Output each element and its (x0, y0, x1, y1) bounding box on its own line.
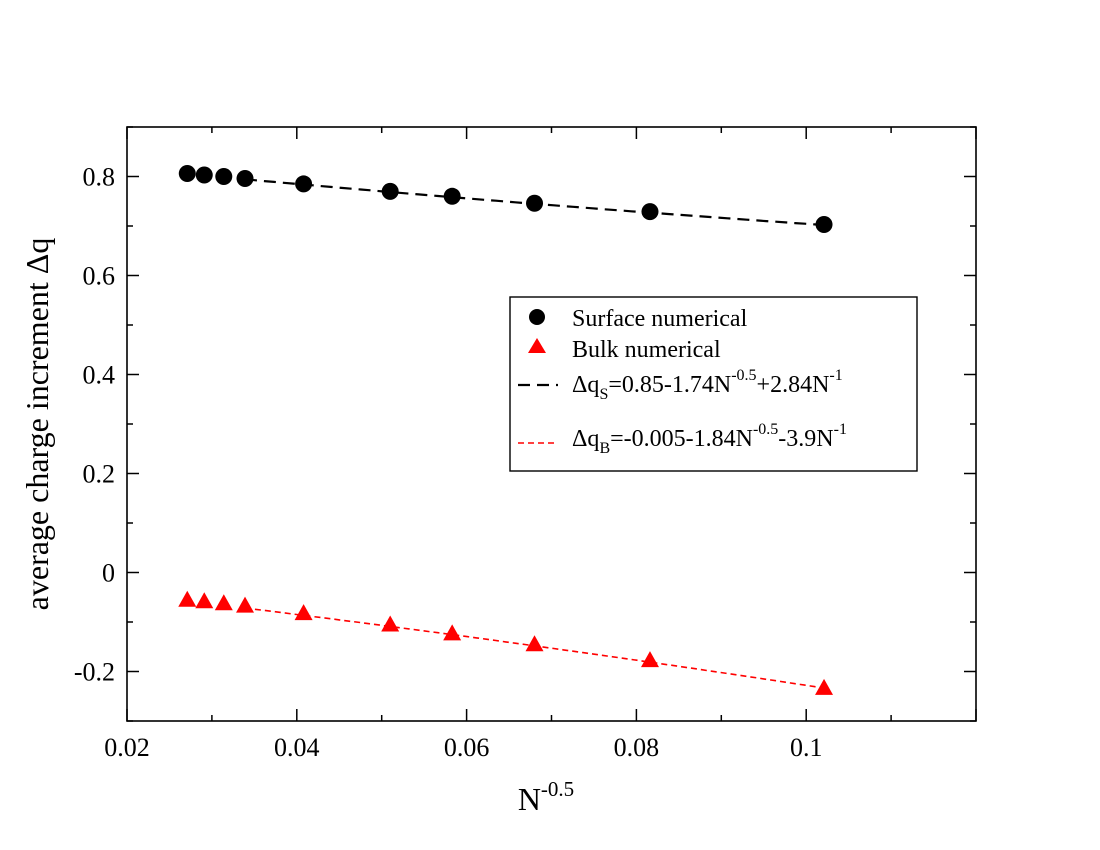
surface-point (443, 187, 461, 205)
bulk-point (195, 592, 214, 609)
surface-point (815, 216, 833, 234)
surface-point (178, 165, 196, 183)
surface-point (295, 175, 313, 193)
surface-point (641, 203, 659, 221)
y-tick-label: 0.4 (83, 361, 116, 390)
data-markers (178, 165, 834, 695)
surface-point (195, 166, 213, 184)
bulk-point (640, 651, 659, 668)
x-tick-label: 0.08 (614, 733, 660, 762)
surface-point (215, 168, 233, 185)
legend-bulk-marker (528, 338, 546, 353)
legend-surface-fit-label: ΔqS=0.85-1.74N-0.5+2.84N-1 (572, 367, 843, 403)
x-axis-title: N-0.5 (518, 777, 574, 817)
bulk-point (178, 590, 197, 607)
bulk-point (443, 624, 462, 641)
legend-box (509, 296, 918, 472)
y-tick-label: -0.2 (74, 658, 115, 687)
surface-point (381, 182, 399, 200)
x-tick-label: 0.02 (104, 733, 150, 762)
y-tick-label: 0.8 (83, 163, 116, 192)
y-tick-label: 0.2 (83, 460, 116, 489)
bulk-point (815, 678, 834, 695)
x-axis-ticks: 0.02 0.04 0.06 0.08 0.1 (104, 127, 977, 762)
legend-bulk-label: Bulk numerical (572, 337, 721, 363)
surface-point (236, 169, 254, 187)
legend-bulk-fit-label: ΔqB=-0.005-1.84N-0.5-3.9N-1 (572, 421, 847, 457)
x-tick-label: 0.06 (444, 733, 490, 762)
bulk-point (381, 615, 400, 632)
bulk-point (525, 635, 544, 652)
legend-surface-label: Surface numerical (572, 306, 748, 332)
y-axis-title: average charge increment Δq (19, 238, 55, 611)
bulk-point (236, 596, 255, 613)
legend: Surface numerical Bulk numerical ΔqS=0.8… (509, 296, 918, 472)
legend-surface-marker (529, 309, 545, 325)
bulk-point (214, 594, 233, 611)
x-tick-label: 0.04 (274, 733, 320, 762)
x-tick-label: 0.1 (790, 733, 823, 762)
surface-point (526, 194, 544, 212)
y-tick-label: 0 (102, 559, 115, 588)
bulk-point (294, 604, 313, 621)
y-axis-ticks: -0.2 0 0.2 0.4 0.6 0.8 (74, 126, 976, 722)
y-tick-label: 0.6 (83, 262, 116, 291)
